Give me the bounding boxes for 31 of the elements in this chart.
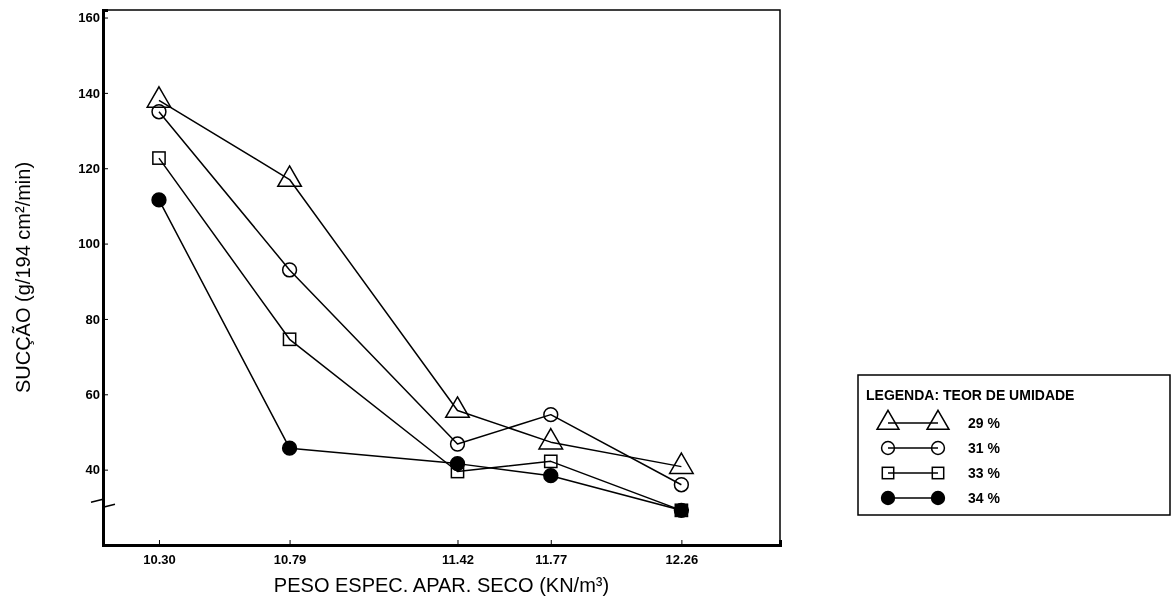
point [281,440,298,456]
point [543,454,558,469]
x-tick-label: 10.30 [143,551,176,567]
legend-label: 34 % [968,490,1001,506]
y-tick-label: 40 [85,462,100,478]
point [449,436,466,452]
legend-label: 31 % [968,440,1001,456]
y-tick-label: 80 [85,311,100,327]
legend-label: 29 % [968,415,1001,431]
y-tick-label: 100 [78,236,100,252]
point [449,455,466,472]
x-tick-label: 10.79 [273,551,307,567]
x-tick-label: 11.77 [535,551,568,567]
legend-title: LEGENDA: TEOR DE UMIDADE [866,387,1075,403]
y-tick-label: 160 [78,10,100,26]
point [151,104,167,120]
point [151,192,167,208]
point [543,406,559,423]
point [282,332,297,347]
x-tick-label: 12.26 [665,551,699,567]
point [673,477,690,493]
point [543,468,559,484]
y-tick-label: 120 [78,160,100,176]
x-tick-label: 11.42 [442,551,474,567]
y-axis-title: SUCÇÃO (g/194 cm²/min) [11,161,34,394]
y-tick-label: 140 [78,85,100,101]
y-tick-label: 60 [85,386,100,402]
legend-label: 33 % [968,465,1001,481]
x-axis-title: PESO ESPEC. APAR. SECO (KN/m³) [273,574,610,596]
point [152,151,166,165]
point [281,262,298,278]
